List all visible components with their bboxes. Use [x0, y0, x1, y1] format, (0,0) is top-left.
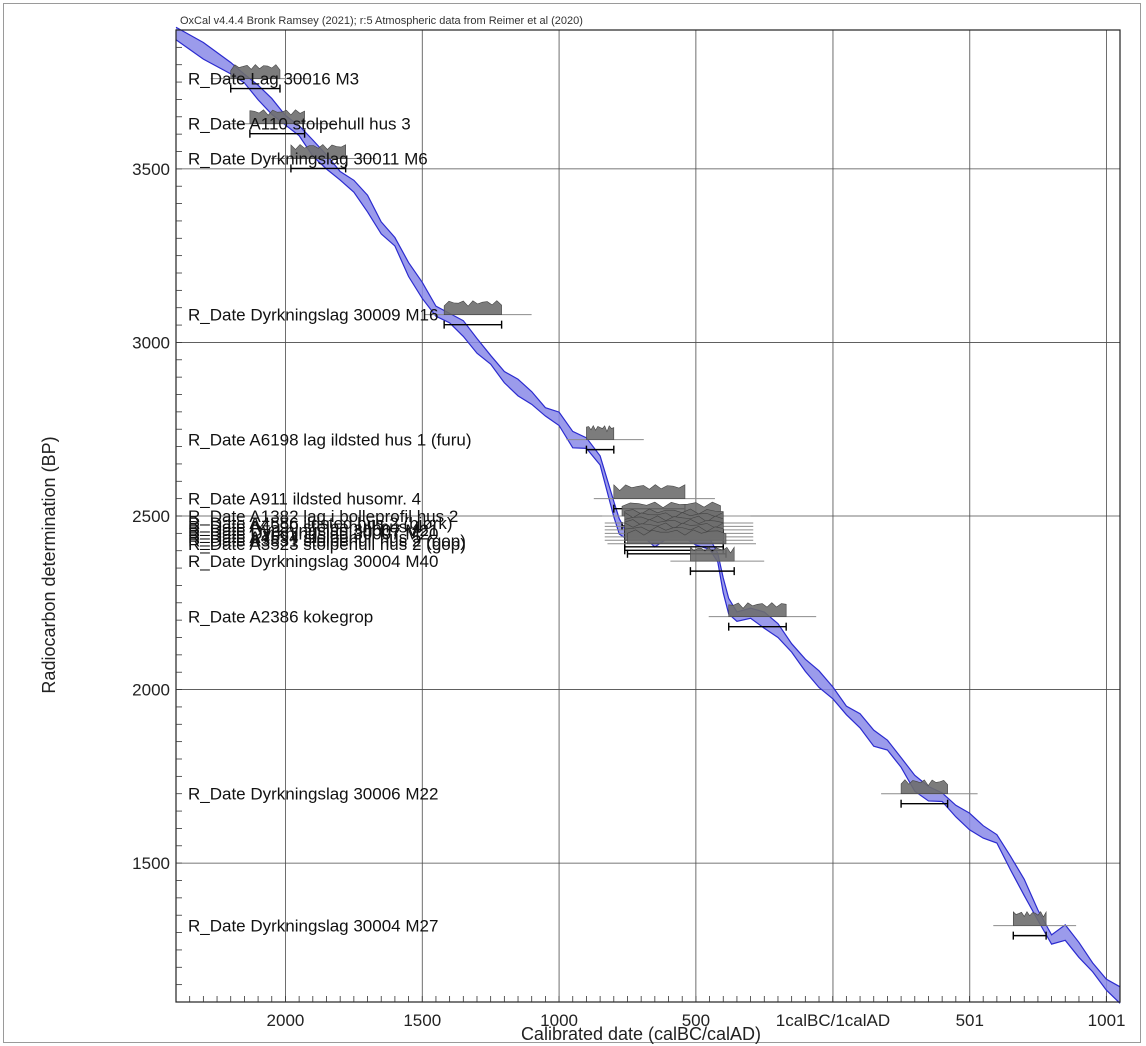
sample-label: R_Date Dyrkningslag 30006 M22 [188, 785, 438, 804]
x-tick-label: 1001 [1088, 1011, 1126, 1030]
calibration-band-area [176, 27, 1120, 1004]
sample-label: R_Date Dyrkningslag 30009 M16 [188, 306, 438, 325]
sample-probability-area [1012, 910, 1047, 926]
sample-label: R_Date A911 ildsted husomr. 4 [188, 490, 421, 509]
chart-title: OxCal v4.4.4 Bronk Ramsey (2021); r:5 At… [180, 15, 583, 27]
sample-probability-area [690, 546, 735, 562]
sample-label: R_Date A6198 lag ildsted hus 1 (furu) [188, 431, 472, 450]
sample-probability-area [627, 529, 727, 545]
sample-label: R_Date Lag 30016 M3 [188, 70, 359, 89]
x-tick-label: 1calBC/1calAD [776, 1011, 890, 1030]
sample-labels: R_Date Lag 30016 M3 R_Date A110 stolpehul… [188, 70, 472, 936]
y-tick-label: 2500 [132, 507, 170, 526]
x-tick-label: 500 [682, 1011, 710, 1030]
x-tick-label: 1000 [540, 1011, 578, 1030]
sample-label: R_Date A1382 lag i bolleprofil hus 2 [188, 507, 458, 526]
x-axis-title: Calibrated date (calBC/calAD) [521, 1024, 761, 1044]
sample-label: R_Date A4590 stolpehull hus 4 [188, 517, 421, 536]
sample-probability-area [290, 144, 346, 159]
sample-probability-area [586, 424, 615, 440]
sample-probability-area [900, 779, 948, 795]
x-tick-label: 1500 [403, 1011, 441, 1030]
sample-label: R_Date Dyrkningslag 30011 M6 [188, 149, 428, 168]
x-tick-label: 2000 [267, 1011, 305, 1030]
chart-frame [3, 3, 1141, 1043]
sample-probability-area [230, 64, 281, 79]
sample-probability-area [613, 484, 686, 499]
sample-probability-area [443, 300, 502, 315]
sample-label: R_Date Dyrkningslag 30004 M27 [188, 917, 438, 936]
sample-label: R_Date A110 stolpehull hus 3 [188, 115, 411, 134]
sample-probability-area [249, 109, 305, 125]
sample-label: R_Date A2386 kokegrop [188, 608, 373, 627]
sample-label: R_Date Dyrkningslag 30007 M20 [188, 524, 438, 543]
y-tick-label: 2000 [132, 681, 170, 700]
sample-label: R_Date A3523 stolpehull hus 2 (gop) [188, 535, 466, 554]
y-tick-label: 3000 [132, 333, 170, 352]
sample-probability-area [728, 602, 787, 617]
sample-label: R_Date A4586 ildsted hus 2 (bjørk) [188, 514, 453, 533]
y-tick-label: 3500 [132, 160, 170, 179]
x-tick-label: 501 [956, 1011, 984, 1030]
ticks: 2000 1500 1000 500 1calBC/1calAD 501 1001 1500 2… [132, 46, 1126, 1030]
sample-label: R_Date A4594 stolpehull hus 5 [188, 528, 421, 547]
sample-label: R_Date Dyrkningslag 30007 M21 [188, 521, 438, 540]
sample-label: R_Date Dyrkningslag 30004 M40 [188, 552, 438, 571]
samples [210, 64, 1077, 940]
y-axis-title: Radiocarbon determination (BP) [39, 436, 59, 693]
y-tick-label: 1500 [132, 854, 170, 873]
sample-label: R_Date A3531 stolpehull hus 2 (gop) [188, 531, 466, 550]
